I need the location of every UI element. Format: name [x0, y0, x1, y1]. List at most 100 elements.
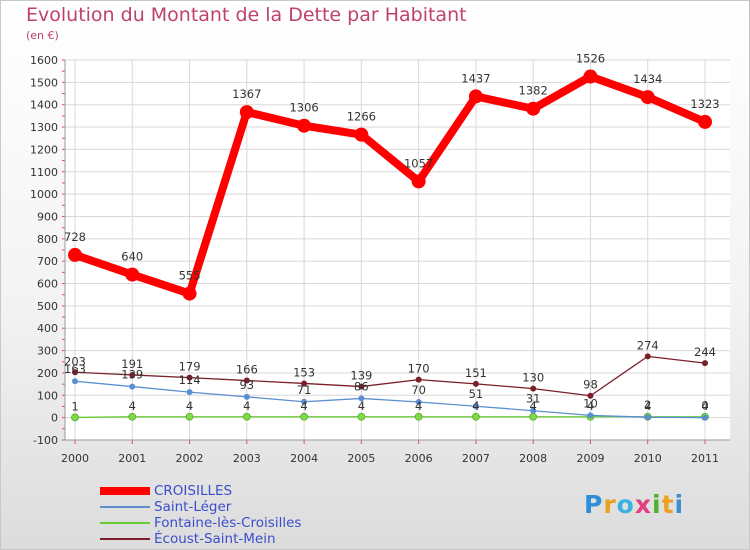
- y-tick-label: 1500: [30, 76, 58, 89]
- y-tick-label: 300: [37, 345, 58, 358]
- legend-label: Écoust-Saint-Mein: [154, 531, 276, 547]
- legend-label: Saint-Léger: [154, 499, 232, 515]
- y-tick-label: 700: [37, 255, 58, 268]
- data-label: 114: [179, 373, 201, 387]
- logo-letter: i: [674, 490, 685, 519]
- data-point: [243, 393, 250, 400]
- data-label: 51: [469, 387, 484, 401]
- x-tick-label: 2010: [634, 452, 662, 465]
- data-label: 4: [472, 399, 479, 413]
- data-point: [71, 413, 79, 422]
- data-label: 170: [408, 362, 430, 376]
- data-label: 86: [354, 379, 369, 393]
- x-tick-label: 2000: [61, 452, 89, 465]
- data-label: 191: [121, 357, 143, 371]
- data-point: [702, 414, 708, 421]
- data-label: 4: [358, 399, 365, 413]
- y-tick-label: -100: [33, 434, 58, 447]
- x-tick-label: 2004: [290, 452, 318, 465]
- x-tick-label: 2006: [405, 452, 433, 465]
- data-label: 1306: [289, 101, 318, 115]
- data-point: [530, 385, 537, 392]
- data-label: 1382: [519, 84, 548, 98]
- data-point: [411, 174, 426, 189]
- data-label: 4: [186, 399, 193, 413]
- data-point: [644, 414, 651, 421]
- legend-swatch: [100, 487, 150, 495]
- y-tick-label: 1400: [30, 99, 58, 112]
- y-tick-label: 1100: [30, 166, 58, 179]
- data-label: 555: [179, 269, 201, 283]
- legend-label: Fontaine-lès-Croisilles: [154, 515, 302, 531]
- data-point: [358, 395, 365, 402]
- data-label: 640: [121, 250, 143, 264]
- plot-area: [65, 60, 730, 440]
- data-point: [301, 380, 308, 387]
- data-point: [186, 389, 193, 396]
- data-point: [587, 392, 594, 399]
- data-label: 93: [239, 378, 254, 392]
- data-point: [242, 412, 251, 421]
- data-label: 151: [465, 366, 487, 380]
- logo-letter: P: [584, 490, 604, 519]
- data-label: 1: [71, 399, 78, 413]
- data-label: 166: [236, 363, 258, 377]
- y-tick-label: 500: [37, 300, 58, 313]
- x-tick-label: 2001: [118, 452, 146, 465]
- logo-letter: t: [661, 490, 675, 519]
- data-label: 1437: [461, 71, 490, 85]
- data-label: 1057: [404, 156, 433, 170]
- data-label: 4: [530, 399, 537, 413]
- data-point: [526, 101, 541, 116]
- y-tick-label: 400: [37, 322, 58, 335]
- y-tick-label: 100: [37, 389, 58, 402]
- data-point: [357, 412, 366, 421]
- x-tick-label: 2007: [462, 452, 490, 465]
- data-point: [301, 398, 308, 405]
- data-label: 4: [300, 399, 307, 413]
- data-label: 4: [129, 399, 136, 413]
- data-point: [698, 114, 712, 129]
- series-line: [74, 380, 706, 419]
- data-label: 31: [526, 392, 541, 406]
- data-point: [472, 412, 480, 421]
- series-line: [74, 355, 706, 397]
- data-label: 130: [522, 371, 544, 385]
- data-point: [297, 118, 312, 133]
- data-label: 1526: [576, 52, 605, 66]
- data-label: 4: [587, 399, 594, 413]
- data-point: [583, 69, 598, 84]
- data-label: 728: [64, 230, 86, 244]
- data-label: 244: [694, 345, 716, 359]
- data-label: 1323: [690, 97, 719, 111]
- y-tick-label: 1300: [30, 121, 58, 134]
- y-tick-label: 0: [51, 412, 58, 425]
- chart-title: Evolution du Montant de la Dette par Hab…: [26, 4, 467, 26]
- data-label: 203: [64, 354, 86, 368]
- data-point: [468, 89, 483, 104]
- data-point: [530, 407, 537, 414]
- x-tick-label: 2009: [576, 452, 604, 465]
- legend-swatch: [100, 522, 150, 524]
- series-line: [74, 416, 705, 419]
- logo-letter: x: [634, 490, 652, 519]
- data-label: 4: [644, 399, 651, 413]
- proxiti-logo: Proxiti: [584, 490, 684, 519]
- data-label: 274: [637, 338, 659, 352]
- data-point: [129, 371, 136, 378]
- data-label: 4: [415, 399, 422, 413]
- data-point: [186, 374, 193, 381]
- y-tick-label: 600: [37, 278, 58, 291]
- x-tick-label: 2002: [176, 452, 204, 465]
- data-point: [472, 403, 479, 410]
- data-point: [125, 267, 140, 282]
- data-point: [239, 105, 254, 120]
- data-label: 4: [701, 399, 708, 413]
- series-line: [73, 72, 707, 298]
- data-label: 0: [701, 399, 708, 413]
- y-tick-label: 900: [37, 210, 58, 223]
- data-point: [644, 353, 651, 360]
- y-tick-label: 1200: [30, 143, 58, 156]
- data-label: 4: [243, 399, 250, 413]
